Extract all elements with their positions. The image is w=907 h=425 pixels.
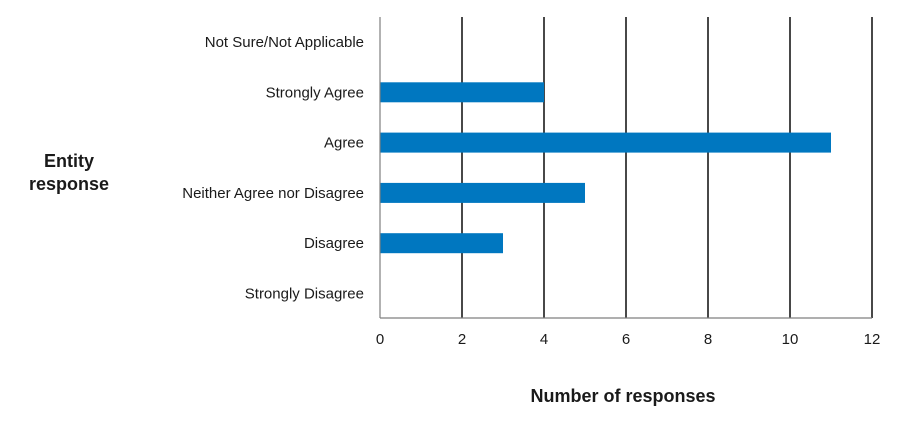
x-tick-label-8: 8 bbox=[704, 331, 712, 348]
category-label-0: Not Sure/Not Applicable bbox=[205, 34, 364, 51]
x-tick-labels: 0 2 4 6 8 10 12 bbox=[376, 331, 881, 348]
x-tick-label-0: 0 bbox=[376, 331, 384, 348]
y-axis-title-line-1: Entity bbox=[44, 151, 94, 171]
axes bbox=[379, 17, 872, 319]
x-tick-label-4: 4 bbox=[540, 331, 548, 348]
bar-2 bbox=[380, 132, 831, 153]
bar-4 bbox=[380, 233, 503, 254]
bar-3 bbox=[380, 182, 585, 203]
x-tick-label-12: 12 bbox=[864, 331, 881, 348]
category-labels: Not Sure/Not Applicable Strongly Agree Agr… bbox=[182, 34, 364, 303]
category-label-5: Strongly Disagree bbox=[245, 286, 364, 303]
category-label-1: Strongly Agree bbox=[266, 84, 364, 101]
category-label-4: Disagree bbox=[304, 235, 364, 252]
bar-1 bbox=[380, 82, 544, 103]
x-tick-label-10: 10 bbox=[782, 331, 799, 348]
gridlines bbox=[461, 17, 873, 318]
y-axis-title-line-2: response bbox=[29, 174, 109, 194]
x-axis-title: Number of responses bbox=[530, 386, 715, 406]
x-tick-label-2: 2 bbox=[458, 331, 466, 348]
category-label-2: Agree bbox=[324, 135, 364, 152]
category-label-3: Neither Agree nor Disagree bbox=[182, 185, 364, 202]
bars bbox=[380, 82, 831, 254]
x-tick-label-6: 6 bbox=[622, 331, 630, 348]
